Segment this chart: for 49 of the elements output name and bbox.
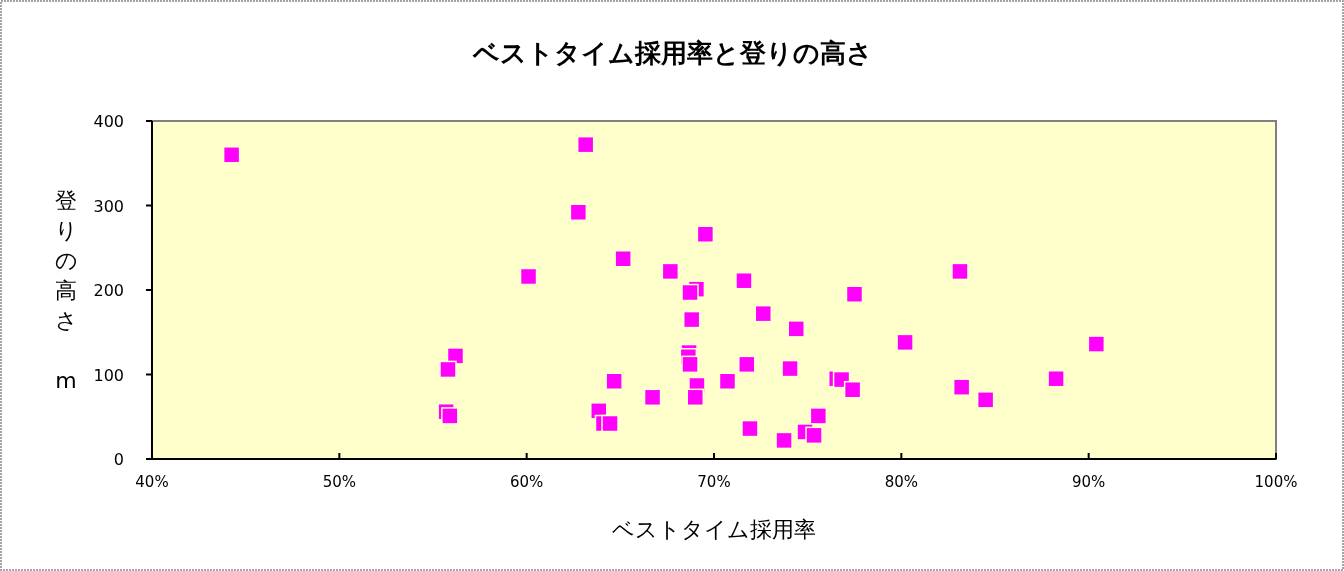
point: [952, 378, 971, 396]
point: [441, 407, 459, 425]
point: [976, 391, 995, 409]
point: [805, 426, 823, 445]
y-tick-label: 0: [113, 450, 124, 469]
point: [643, 388, 662, 407]
point: [569, 203, 588, 222]
point: [741, 419, 759, 438]
point: [809, 407, 828, 425]
point: [787, 320, 805, 338]
point: [601, 414, 619, 433]
point: [605, 372, 623, 391]
y-tick-label: 400: [93, 112, 124, 131]
y-tick-label: 200: [93, 281, 124, 300]
point: [735, 271, 753, 290]
chart-title: ベストタイム採用率と登りの高さ: [472, 38, 873, 68]
point: [681, 283, 699, 302]
point: [775, 431, 793, 450]
y-tick-label: 300: [93, 196, 124, 216]
x-axis-title: ベストタイム採用率: [612, 517, 816, 542]
point: [576, 135, 595, 154]
x-tick-label: 50%: [322, 473, 357, 491]
point: [686, 388, 705, 407]
point: [738, 355, 756, 374]
point: [845, 285, 864, 303]
y-tick-label: 100: [93, 365, 124, 385]
point: [754, 304, 773, 323]
point: [696, 225, 715, 243]
point: [781, 359, 799, 378]
x-tick-label: 60%: [509, 473, 544, 491]
text: 登りの高さ m: [54, 188, 78, 393]
point: [614, 249, 632, 268]
point: [439, 360, 457, 379]
point: [661, 262, 680, 281]
x-tick-label: 70%: [697, 473, 731, 491]
x-tick-label: 80%: [884, 473, 919, 491]
point: [519, 267, 538, 286]
x-tick-label: 100%: [1254, 473, 1298, 491]
point: [896, 333, 914, 352]
point: [718, 372, 737, 391]
point: [843, 380, 862, 399]
point: [1087, 335, 1106, 353]
x-tick-label: 90%: [1071, 473, 1106, 491]
point: [222, 146, 241, 164]
point: [681, 355, 699, 374]
point: [951, 262, 969, 281]
point: [682, 310, 701, 329]
point: [1047, 369, 1065, 388]
x-tick-label: 40%: [135, 473, 169, 491]
